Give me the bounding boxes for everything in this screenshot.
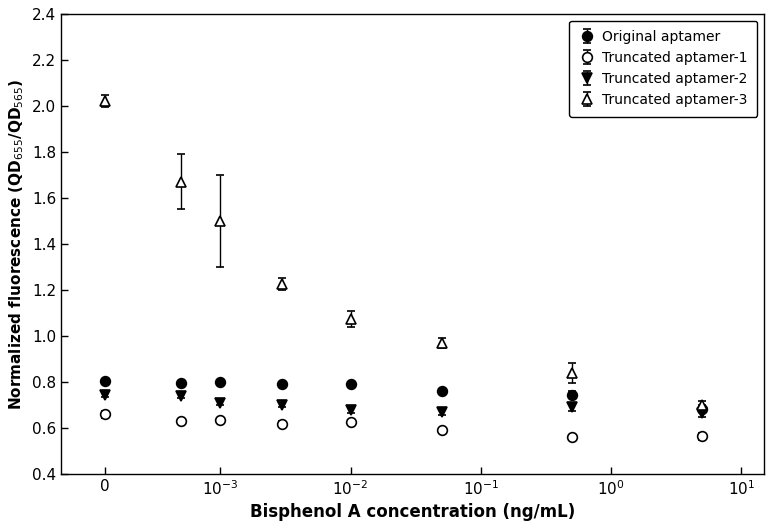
Legend: Original aptamer, Truncated aptamer-1, Truncated aptamer-2, Truncated aptamer-3: Original aptamer, Truncated aptamer-1, T… xyxy=(569,21,757,117)
Y-axis label: Normalized fluorescence (QD$_{655}$/QD$_{565}$): Normalized fluorescence (QD$_{655}$/QD$_… xyxy=(8,78,26,409)
X-axis label: Bisphenol A concentration (ng/mL): Bisphenol A concentration (ng/mL) xyxy=(250,504,575,522)
